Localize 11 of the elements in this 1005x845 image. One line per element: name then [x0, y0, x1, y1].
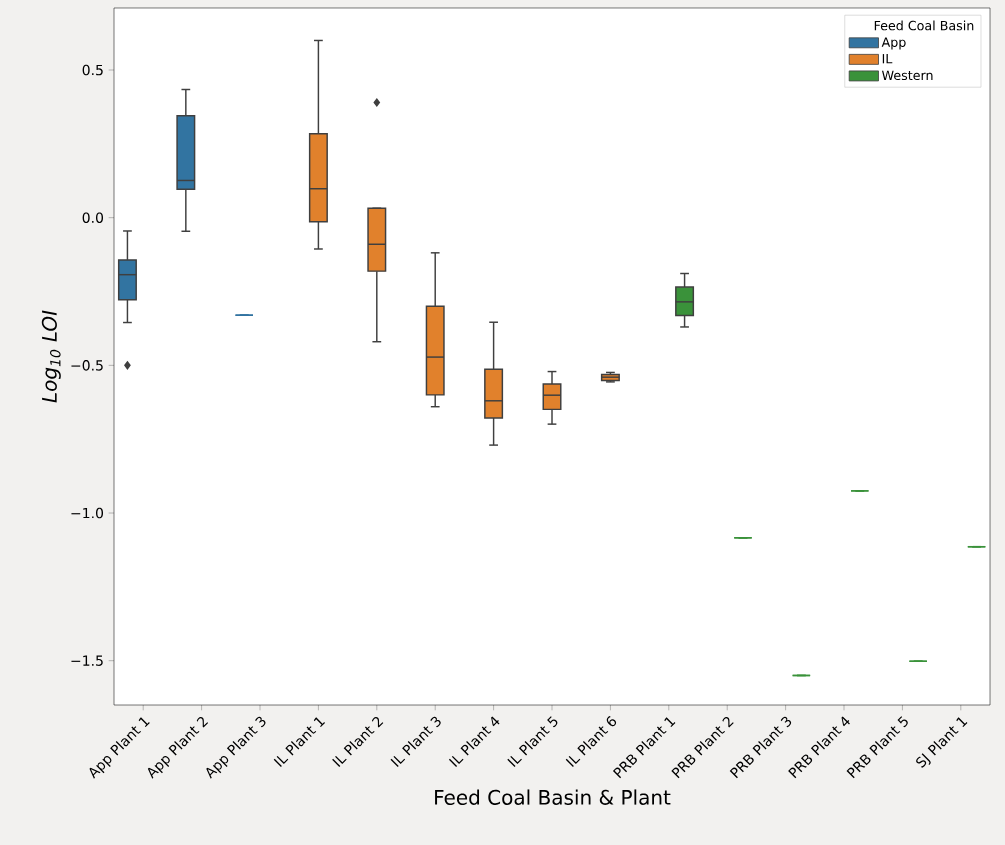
x-axis-title: Feed Coal Basin & Plant — [435, 789, 671, 805]
y-tick-label: 0.5 — [82, 64, 103, 76]
y-tick-label: −1.5 — [71, 655, 103, 666]
legend-label: IL — [882, 54, 893, 64]
legend-title: Feed Coal Basin — [874, 20, 974, 31]
legend-label: Western — [882, 70, 933, 81]
y-tick-label: −1.0 — [71, 507, 104, 519]
y-tick-label: −0.5 — [71, 360, 103, 371]
y-tick-label: 0.0 — [82, 212, 104, 223]
legend-label: App — [881, 37, 906, 50]
y-axis-title: Log$_{10}$ LOI — [41, 310, 61, 403]
